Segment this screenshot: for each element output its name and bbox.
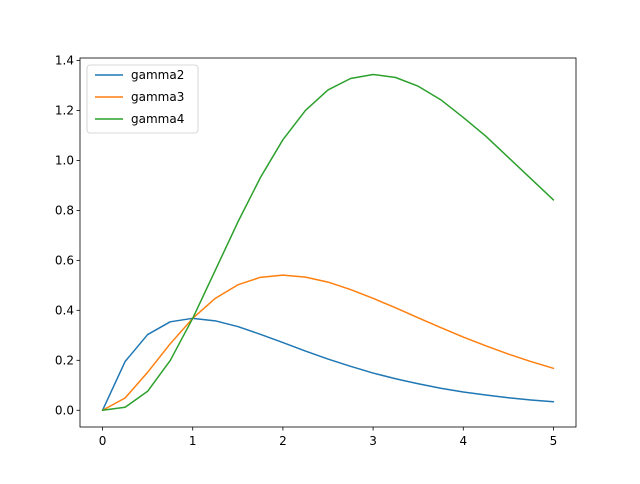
x-axis-ticks: 0 1 2 3 4 5 [99, 427, 558, 448]
legend-box [86, 64, 199, 134]
y-tick-label: 1.4 [55, 53, 74, 67]
x-tick-label: 2 [279, 434, 287, 448]
y-tick-label: 0.8 [55, 203, 74, 217]
series-line-gamma4 [101, 73, 555, 412]
y-axis-ticks: 0.0 0.2 0.4 0.6 0.8 1.0 1.2 1.4 [55, 53, 80, 417]
x-tick-label: 0 [99, 434, 107, 448]
y-tick-label: 1.2 [55, 103, 74, 117]
y-tick-label: 0.6 [55, 253, 74, 267]
x-tick-label: 1 [189, 434, 197, 448]
y-tick-label: 1.0 [55, 153, 74, 167]
series-line-gamma2 [101, 317, 555, 412]
series-lines [101, 73, 555, 412]
plot-frame [79, 57, 577, 428]
x-tick-label: 5 [550, 434, 558, 448]
y-tick-label: 0.0 [55, 403, 74, 417]
legend-label-gamma2: gamma2 [131, 68, 184, 82]
legend: gamma2 gamma3 gamma4 [86, 64, 199, 134]
x-tick-label: 4 [459, 434, 467, 448]
series-line-gamma3 [101, 274, 555, 412]
y-tick-label: 0.2 [55, 353, 74, 367]
y-tick-label: 0.4 [55, 303, 74, 317]
legend-label-gamma4: gamma4 [131, 112, 184, 126]
x-tick-label: 3 [369, 434, 377, 448]
legend-label-gamma3: gamma3 [131, 90, 184, 104]
